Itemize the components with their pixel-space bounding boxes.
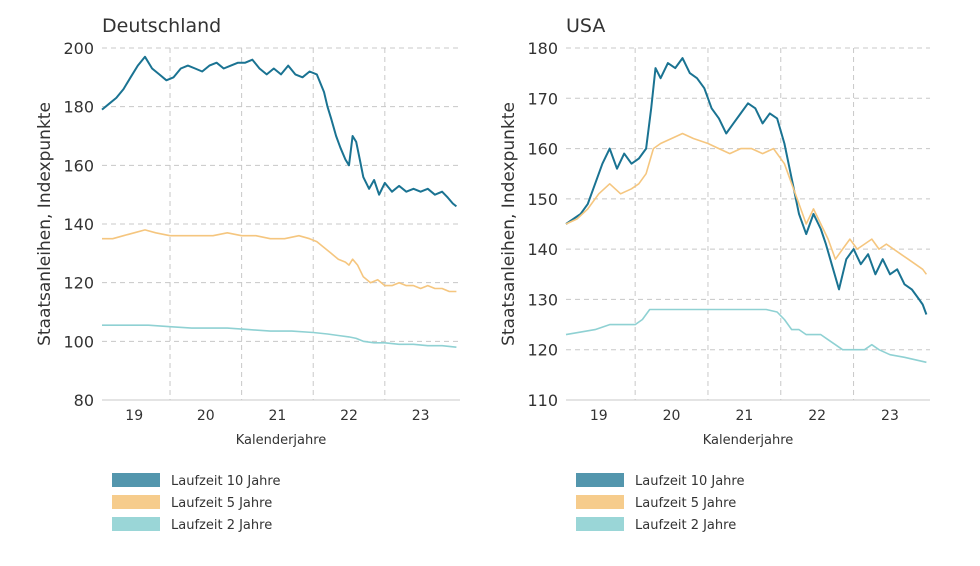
legend-label-2: Laufzeit 2 Jahre [171, 518, 272, 533]
series-line-2 [102, 324, 457, 348]
chart-title: Deutschland [102, 15, 221, 37]
x-tick-label: 19 [590, 408, 608, 424]
legend-swatch-1 [112, 495, 160, 509]
y-tick-label: 130 [527, 290, 558, 309]
y-axis-label: Staatsanleihen, Indexpunkte [499, 102, 519, 346]
x-tick-label: 21 [735, 408, 753, 424]
legend-label-0: Laufzeit 10 Jahre [171, 474, 280, 489]
chart-title: USA [566, 15, 605, 37]
x-tick-label: 20 [197, 408, 215, 424]
series-line-2 [565, 308, 927, 364]
x-tick-label: 20 [663, 408, 681, 424]
legend-label-2: Laufzeit 2 Jahre [635, 518, 736, 533]
y-tick-label: 100 [63, 332, 94, 351]
y-tick-label: 160 [527, 140, 558, 159]
x-axis-label: Kalenderjahre [703, 433, 794, 448]
legend-swatch-0 [576, 473, 624, 487]
legend-label-1: Laufzeit 5 Jahre [635, 496, 736, 511]
x-tick-label: 22 [808, 408, 826, 424]
x-tick-label: 23 [412, 408, 430, 424]
y-tick-label: 180 [527, 39, 558, 58]
y-tick-label: 150 [527, 190, 558, 209]
legend-swatch-1 [576, 495, 624, 509]
series-line-1 [565, 132, 928, 275]
legend-swatch-2 [576, 517, 624, 531]
y-tick-label: 140 [527, 240, 558, 259]
chart-panel-0: 80 100 120 140 160 180 200 19 20 21 22 23 Deutschlan… [35, 15, 460, 533]
series-line-1 [102, 229, 457, 293]
y-tick-label: 200 [63, 39, 94, 58]
legend-label-0: Laufzeit 10 Jahre [635, 474, 744, 489]
y-tick-label: 110 [527, 391, 558, 410]
legend-label-1: Laufzeit 5 Jahre [171, 496, 272, 511]
x-tick-label: 23 [881, 408, 899, 424]
chart-panel-1: 110 120 130 140 150 160 170 180 19 20 21 22 23 USA Kal… [499, 15, 930, 533]
y-axis-label: Staatsanleihen, Indexpunkte [35, 102, 55, 346]
series-line-0 [565, 57, 928, 315]
x-tick-label: 19 [125, 408, 143, 424]
x-axis-label: Kalenderjahre [236, 433, 327, 448]
y-tick-label: 140 [63, 215, 94, 234]
legend-swatch-2 [112, 517, 160, 531]
y-tick-label: 180 [63, 98, 94, 117]
legend-swatch-0 [112, 473, 160, 487]
y-tick-label: 120 [63, 274, 94, 293]
y-tick-label: 120 [527, 341, 558, 360]
x-tick-label: 22 [340, 408, 358, 424]
y-tick-label: 160 [63, 156, 94, 175]
y-tick-label: 170 [527, 89, 558, 108]
x-tick-label: 21 [269, 408, 287, 424]
y-tick-label: 80 [74, 391, 94, 410]
series-line-0 [101, 55, 458, 208]
